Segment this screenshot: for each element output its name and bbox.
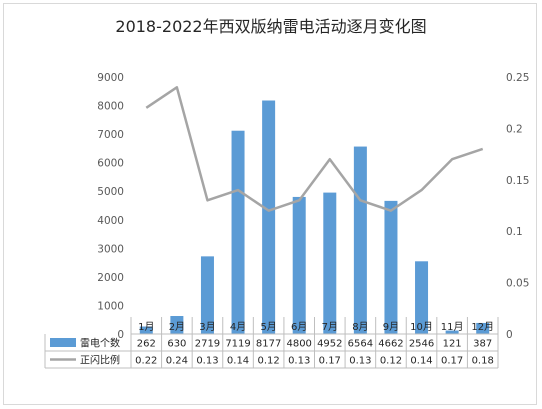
right-tick-label: 0.2 [506, 123, 523, 135]
left-tick-label: 5000 [97, 186, 124, 198]
left-tick-label: 8000 [97, 101, 124, 113]
line-value-label: 0.12 [257, 356, 279, 367]
category-label: 11月 [441, 321, 464, 333]
line-value-label: 0.22 [135, 356, 157, 367]
category-label: 7月 [322, 321, 338, 333]
left-tick-label: 7000 [97, 129, 124, 141]
bar-value-label: 2546 [409, 339, 434, 350]
line-value-label: 0.18 [472, 356, 494, 367]
line-path [145, 86, 484, 212]
line-value-label: 0.14 [410, 356, 432, 367]
bar [384, 200, 398, 334]
right-y-axis: 0 0.05 0.1 0.15 0.2 0.25 [506, 72, 529, 341]
category-label: 12月 [471, 321, 494, 333]
left-tick-label: 3000 [97, 243, 124, 255]
right-tick-label: 0 [506, 329, 513, 341]
category-label: 10月 [410, 321, 433, 333]
bar [262, 100, 276, 334]
left-y-axis: 0 1000 2000 3000 4000 5000 6000 7000 8000 9000 [97, 72, 124, 341]
bar-value-label: 7119 [225, 339, 250, 350]
left-tick-label: 1000 [97, 300, 124, 312]
legend-swatch-bar [50, 338, 76, 347]
bar [476, 322, 490, 334]
left-tick-label: 9000 [97, 72, 124, 84]
category-label: 6月 [291, 321, 307, 333]
bar-value-label: 4800 [286, 339, 311, 350]
category-label: 1月 [138, 321, 154, 333]
bar-value-label: 6564 [348, 339, 373, 350]
bar [323, 192, 337, 334]
bar [445, 330, 459, 334]
bar-value-label: 4952 [317, 339, 342, 350]
line-value-label: 0.13 [288, 356, 310, 367]
bar [415, 261, 429, 334]
chart-title: 2018-2022年西双版纳雷电活动逐月变化图 [115, 17, 426, 36]
bar-value-label: 4662 [378, 339, 403, 350]
category-label: 8月 [352, 321, 368, 333]
bar [292, 196, 306, 334]
category-label: 9月 [383, 321, 399, 333]
bar-value-label: 630 [167, 339, 186, 350]
bar-value-label: 2719 [195, 339, 220, 350]
bar-value-label: 121 [443, 339, 462, 350]
category-label: 4月 [230, 321, 246, 333]
legend-label-bar: 雷电个数 [80, 337, 120, 350]
bar-value-label: 8177 [256, 339, 281, 350]
category-label: 3月 [199, 321, 215, 333]
bar [170, 316, 184, 334]
right-tick-label: 0.05 [506, 278, 529, 290]
line-value-label: 0.12 [380, 356, 402, 367]
line-value-label: 0.13 [349, 356, 371, 367]
legend-label-line: 正闪比例 [80, 354, 120, 367]
left-tick-label: 6000 [97, 158, 124, 170]
line-value-label: 0.24 [166, 356, 188, 367]
bar-value-label: 262 [137, 339, 156, 350]
right-tick-label: 0.25 [506, 72, 529, 84]
bar-series [139, 100, 490, 334]
line-value-label: 0.17 [441, 356, 463, 367]
right-tick-label: 0.1 [506, 226, 523, 238]
right-tick-label: 0.15 [506, 175, 529, 187]
bar [353, 146, 367, 334]
bar [231, 130, 245, 334]
bar-value-label: 387 [473, 339, 492, 350]
bar [139, 326, 153, 334]
left-tick-label: 2000 [97, 272, 124, 284]
line-value-label: 0.17 [319, 356, 341, 367]
line-value-label: 0.14 [227, 356, 249, 367]
line-value-label: 0.13 [196, 356, 218, 367]
line-series [145, 86, 484, 212]
bar [200, 256, 214, 334]
left-tick-label: 0 [117, 329, 124, 341]
category-label: 5月 [260, 321, 276, 333]
category-label: 2月 [169, 321, 185, 333]
left-tick-label: 4000 [97, 215, 124, 227]
